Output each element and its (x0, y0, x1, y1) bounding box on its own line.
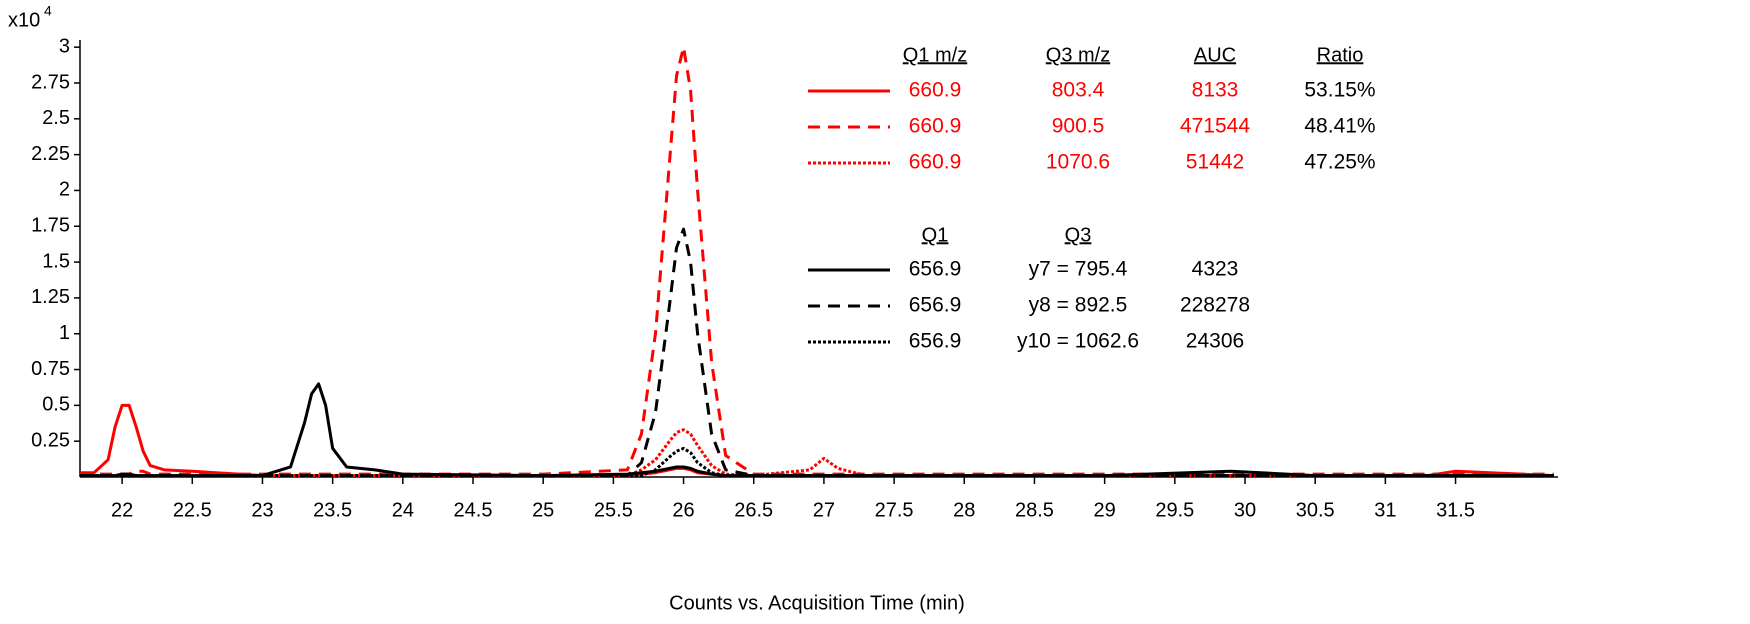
y-tick-label: 1.75 (31, 215, 70, 237)
x-tick-label: 29 (1094, 499, 1116, 521)
x-tick-label: 22 (111, 499, 133, 521)
x-tick-label: 30 (1234, 499, 1256, 521)
legend-q1: 660.9 (909, 151, 962, 174)
y-tick-label: 0.25 (31, 429, 70, 451)
legend-q1: 660.9 (909, 115, 962, 138)
legend-auc: 228278 (1180, 294, 1250, 317)
y-exponent: 4 (44, 3, 52, 19)
legend-header: Q1 (922, 224, 949, 246)
legend-ratio: 47.25% (1304, 151, 1375, 174)
y-multiplier: x10 (8, 9, 40, 31)
y-tick-label: 0.5 (42, 394, 70, 416)
x-tick-label: 29.5 (1155, 499, 1194, 521)
legend-q3: y10 = 1062.6 (1017, 330, 1139, 353)
legend-auc: 24306 (1186, 330, 1244, 353)
x-tick-label: 31.5 (1436, 499, 1475, 521)
x-tick-label: 22.5 (173, 499, 212, 521)
y-tick-label: 0.75 (31, 358, 70, 380)
legend-q3: y7 = 795.4 (1029, 258, 1128, 281)
x-axis-title: Counts vs. Acquisition Time (min) (669, 592, 965, 614)
x-tick-label: 26 (672, 499, 694, 521)
legend-auc: 471544 (1180, 115, 1250, 138)
series-line (80, 382, 1554, 478)
legend-q3: 900.5 (1052, 115, 1105, 138)
legend-auc: 4323 (1192, 258, 1239, 281)
y-tick-label: 3 (59, 35, 70, 57)
x-tick-label: 23.5 (313, 499, 352, 521)
legend-header: Ratio (1317, 44, 1364, 66)
legend-auc: 8133 (1192, 79, 1239, 102)
x-tick-label: 28 (953, 499, 975, 521)
x-tick-label: 25 (532, 499, 554, 521)
y-tick-label: 1.25 (31, 286, 70, 308)
x-tick-label: 31 (1374, 499, 1396, 521)
y-tick-label: 2.75 (31, 71, 70, 93)
y-tick-label: 1 (59, 322, 70, 344)
series-line (80, 446, 1554, 478)
legend-q1: 656.9 (909, 258, 962, 281)
x-tick-label: 27 (813, 499, 835, 521)
x-tick-label: 24.5 (454, 499, 493, 521)
x-tick-label: 24 (392, 499, 414, 521)
legend-q1: 656.9 (909, 294, 962, 317)
legend-q1: 656.9 (909, 330, 962, 353)
y-tick-label: 2.5 (42, 107, 70, 129)
legend-header: Q1 m/z (903, 44, 967, 66)
x-tick-label: 25.5 (594, 499, 633, 521)
series-line (80, 45, 1554, 476)
x-tick-label: 23 (251, 499, 273, 521)
x-tick-label: 28.5 (1015, 499, 1054, 521)
legend-q1: 660.9 (909, 79, 962, 102)
legend-ratio: 53.15% (1304, 79, 1375, 102)
y-tick-label: 2.25 (31, 143, 70, 165)
y-tick-label: 1.5 (42, 250, 70, 272)
legend-header: AUC (1194, 44, 1236, 66)
x-tick-label: 26.5 (734, 499, 773, 521)
legend-ratio: 48.41% (1304, 115, 1375, 138)
x-tick-label: 30.5 (1296, 499, 1335, 521)
x-tick-label: 27.5 (875, 499, 914, 521)
legend-q3: 803.4 (1052, 79, 1105, 102)
legend-q3: 1070.6 (1046, 151, 1110, 174)
legend-q3: y8 = 892.5 (1029, 294, 1128, 317)
legend-auc: 51442 (1186, 151, 1244, 174)
legend-header: Q3 (1065, 224, 1092, 246)
legend-header: Q3 m/z (1046, 44, 1110, 66)
y-tick-label: 2 (59, 179, 70, 201)
